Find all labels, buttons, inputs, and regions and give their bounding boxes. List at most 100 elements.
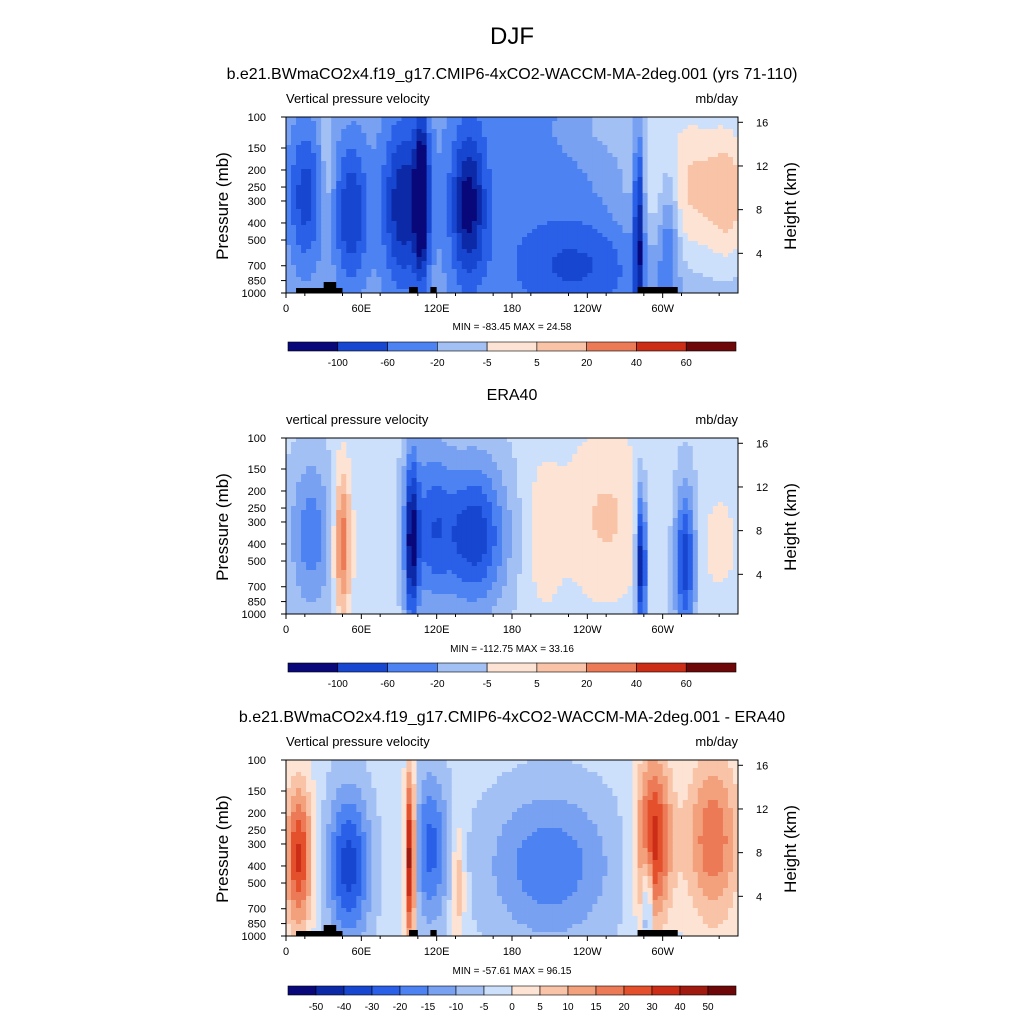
field-cell <box>311 225 317 230</box>
field-cell <box>376 566 382 571</box>
field-cell <box>647 241 654 246</box>
field-cell <box>522 117 528 122</box>
field-cell <box>667 265 674 270</box>
field-cell <box>602 289 608 294</box>
field-cell <box>662 145 669 150</box>
field-cell <box>617 281 623 286</box>
field-cell <box>321 273 327 278</box>
field-cell <box>336 586 342 591</box>
field-cell <box>707 173 714 178</box>
field-cell <box>366 586 372 591</box>
field-cell <box>672 141 679 146</box>
field-cell <box>356 233 362 238</box>
field-cell <box>451 225 458 230</box>
field-cell <box>617 273 623 278</box>
field-cell <box>426 177 433 182</box>
field-cell <box>657 169 664 174</box>
field-cell <box>612 173 618 178</box>
field-cell <box>647 177 654 182</box>
field-cell <box>647 129 654 134</box>
field-cell <box>356 165 362 170</box>
field-cell <box>306 161 312 166</box>
field-cell <box>707 261 714 266</box>
field-cell <box>421 161 428 166</box>
field-cell <box>707 241 714 246</box>
field-cell <box>351 518 357 523</box>
field-cell <box>351 586 357 591</box>
field-cell <box>732 125 739 130</box>
field-cell <box>406 201 412 206</box>
field-cell <box>702 205 709 210</box>
field-cell <box>542 209 548 214</box>
field-cell <box>356 602 362 607</box>
field-cell <box>391 197 397 202</box>
field-cell <box>311 530 317 535</box>
field-cell <box>481 157 488 162</box>
field-cell <box>296 466 302 471</box>
field-cell <box>431 133 438 138</box>
field-cell <box>577 261 583 266</box>
field-cell <box>336 558 342 563</box>
field-cell <box>486 181 493 186</box>
field-cell <box>451 145 458 150</box>
field-cell <box>366 241 372 246</box>
field-cell <box>592 229 598 234</box>
field-cell <box>336 438 342 443</box>
field-cell <box>341 546 347 551</box>
field-cell <box>396 221 402 226</box>
field-cell <box>617 193 623 198</box>
field-cell <box>336 494 342 499</box>
field-cell <box>356 157 362 162</box>
field-cell <box>421 129 428 134</box>
field-cell <box>506 161 513 166</box>
field-cell <box>486 185 493 190</box>
field-cell <box>577 141 583 146</box>
field-cell <box>607 157 613 162</box>
field-cell <box>501 249 508 254</box>
field-cell <box>321 606 327 611</box>
field-cell <box>341 450 347 455</box>
field-cell <box>416 185 422 190</box>
field-cell <box>421 137 428 142</box>
field-cell <box>441 277 448 282</box>
field-cell <box>396 253 402 258</box>
field-cell <box>331 157 337 162</box>
field-cell <box>381 470 387 475</box>
field-cell <box>547 209 553 214</box>
field-cell <box>572 201 578 206</box>
field-cell <box>331 590 337 595</box>
field-cell <box>692 269 699 274</box>
field-cell <box>506 277 513 282</box>
field-cell <box>461 121 468 126</box>
field-cell <box>431 129 438 134</box>
field-cell <box>471 257 478 262</box>
field-cell <box>612 141 618 146</box>
field-cell <box>436 217 443 222</box>
field-cell <box>446 153 453 158</box>
field-cell <box>371 502 377 507</box>
field-cell <box>501 253 508 258</box>
field-cell <box>291 530 297 535</box>
colorbar-segment <box>337 341 388 352</box>
field-cell <box>537 285 543 290</box>
field-cell <box>371 125 377 130</box>
field-cell <box>602 269 608 274</box>
field-cell <box>537 213 543 218</box>
field-cell <box>476 185 483 190</box>
field-cell <box>311 145 317 150</box>
field-cell <box>286 217 292 222</box>
field-cell <box>346 213 352 218</box>
field-cell <box>562 221 568 226</box>
field-cell <box>582 153 588 158</box>
field-cell <box>466 137 473 142</box>
field-cell <box>592 281 598 286</box>
field-cell <box>361 209 367 214</box>
field-cell <box>326 486 332 491</box>
field-cell <box>642 209 648 214</box>
field-cell <box>547 149 553 154</box>
field-cell <box>712 173 719 178</box>
field-cell <box>331 253 337 258</box>
field-cell <box>717 285 724 290</box>
field-cell <box>597 209 603 214</box>
field-cell <box>702 257 709 262</box>
